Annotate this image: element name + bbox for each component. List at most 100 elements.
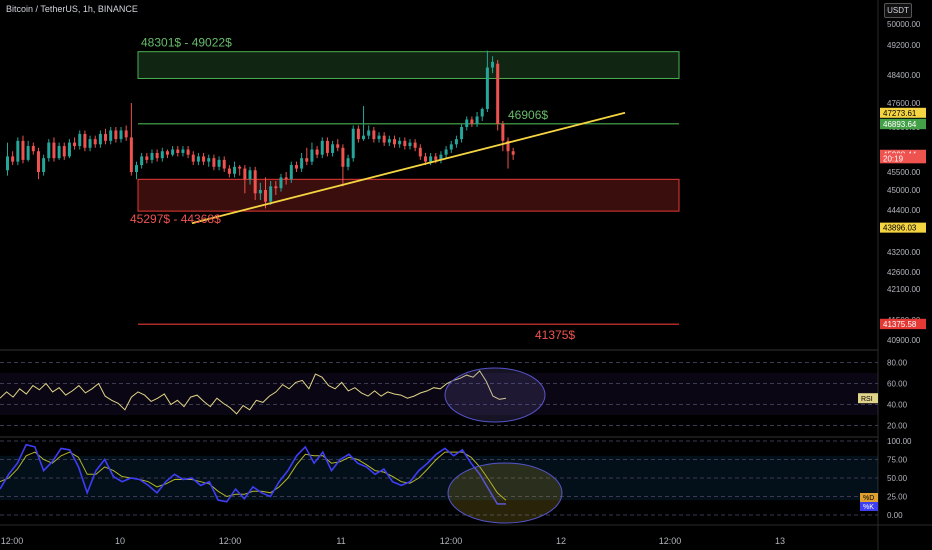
candle-body [202, 156, 206, 162]
price-tick-label: 47600.00 [887, 99, 921, 108]
time-tick-label: 10 [115, 536, 125, 546]
rsi-label: RSI [861, 396, 873, 403]
candle-body [186, 149, 190, 155]
price-tick-label: 49200.00 [887, 41, 921, 50]
candle-body [109, 130, 113, 141]
time-tick-label: 12:00 [219, 536, 242, 546]
time-tick-label: 11 [336, 536, 345, 546]
time-tick-label: 12 [556, 536, 566, 546]
candle-body [300, 158, 304, 169]
currency-badge[interactable]: USDT [884, 3, 912, 18]
symbol-title[interactable]: Bitcoin / TetherUS, 1h, BINANCE [6, 4, 138, 14]
candle-body [501, 124, 505, 141]
support-zone[interactable] [137, 178, 680, 212]
price-tick-label: 45500.00 [887, 168, 921, 177]
candle-body [480, 109, 484, 117]
candle-body [6, 156, 9, 171]
stoch-tick-label: 50.00 [887, 474, 908, 483]
candle-body [176, 149, 180, 153]
time-tick-label: 13 [775, 536, 785, 546]
candle-body [119, 130, 123, 140]
candle-body [238, 166, 242, 169]
candle-body [403, 140, 407, 147]
price-tag-bg [880, 153, 926, 164]
candle-body [460, 127, 464, 140]
candle-body [377, 135, 381, 140]
candle-body [274, 186, 278, 189]
resistance-zone[interactable] [137, 51, 680, 79]
price-tick-label: 44400.00 [887, 206, 921, 215]
rsi-highlight-circle[interactable] [444, 367, 546, 423]
stoch-k-tag [860, 502, 878, 511]
candle-body [248, 170, 252, 180]
candle-body [36, 151, 40, 172]
candle-body [73, 142, 77, 147]
price-tag-bg [880, 119, 926, 130]
candle-body [181, 149, 185, 153]
candle-body [93, 139, 97, 145]
candle-body [310, 149, 314, 162]
support-zone-label: 45297$ - 44368$ [130, 212, 221, 226]
candle-body [42, 158, 46, 172]
candle-body [465, 119, 469, 127]
candle-body [88, 139, 92, 148]
candle-body [511, 151, 515, 155]
candle-body [207, 158, 211, 162]
price-tick-label: 42600.00 [887, 268, 921, 277]
stoch-highlight-circle[interactable] [447, 462, 563, 524]
mid-level-label: 46906$ [508, 108, 548, 122]
candle-body [52, 142, 56, 159]
candle-body [62, 146, 66, 157]
ascending-trendline[interactable] [191, 111, 626, 225]
price-tag-label: 46893.64 [883, 120, 917, 129]
candle-body [227, 168, 231, 174]
candle-body [253, 170, 257, 194]
candle-body [506, 140, 510, 152]
candle-body [67, 142, 71, 157]
candle-body [485, 67, 489, 109]
price-tag-label: 41375.58 [883, 320, 917, 329]
candle-body [423, 156, 427, 162]
candle-body [491, 61, 495, 68]
stoch-d-tag [860, 493, 878, 502]
candle-body [470, 119, 474, 124]
price-tag-label: 20:19 [883, 154, 904, 163]
candle-body [331, 144, 335, 153]
candle-body [129, 137, 133, 172]
stoch-tick-label: 100.00 [887, 437, 912, 446]
time-tick-label: 12:00 [659, 536, 682, 546]
candle-body [78, 133, 82, 147]
candle-body [351, 128, 355, 159]
time-tick-label: 12:00 [1, 536, 24, 546]
candle-body [279, 177, 283, 189]
candle-body [145, 156, 149, 160]
candle-body [372, 130, 376, 140]
rsi-band [0, 373, 878, 415]
price-tag-label: 47273.61 [883, 109, 917, 118]
rsi-value-tag [858, 393, 878, 404]
candle-body [243, 168, 247, 180]
candle-body [104, 133, 108, 141]
price-tick-label: 40900.00 [887, 336, 921, 345]
candle-body [196, 156, 200, 162]
candle-body [336, 144, 340, 148]
candle-body [382, 135, 386, 143]
candle-body [135, 165, 138, 172]
candle-body [398, 140, 402, 145]
candle-body [393, 139, 396, 145]
rsi-tick-label: 20.00 [887, 422, 908, 431]
candle-body [346, 158, 350, 167]
candle-body [429, 156, 433, 162]
candle-body [222, 159, 226, 169]
stoch-tick-label: 25.00 [887, 493, 908, 502]
candle-body [191, 154, 195, 162]
resistance-zone-label: 48301$ - 49022$ [141, 36, 232, 50]
candle-body [434, 156, 438, 160]
candle-body [496, 63, 500, 124]
price-tag-bg [880, 107, 926, 118]
candle-body [475, 116, 479, 124]
candle-body [449, 144, 453, 150]
price-tag-bg [880, 222, 926, 233]
